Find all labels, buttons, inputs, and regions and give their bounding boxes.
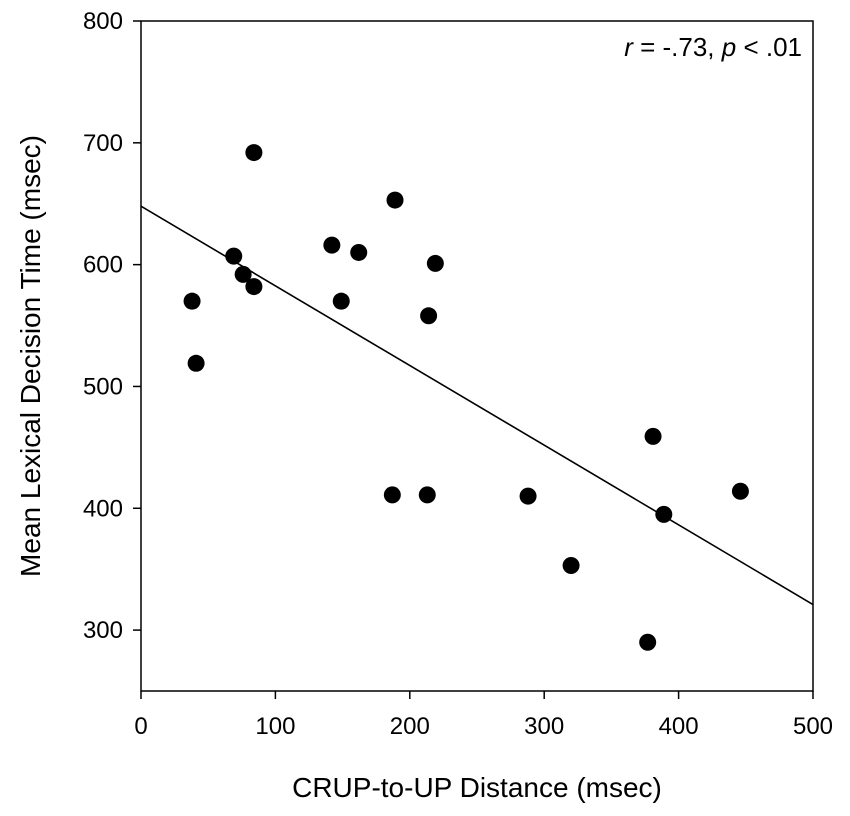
regression-line-group — [140, 205, 814, 606]
data-points — [183, 144, 749, 651]
x-axis-title: CRUP-to-UP Distance (msec) — [292, 772, 662, 803]
data-point — [639, 633, 657, 651]
regression-line — [140, 205, 814, 606]
y-tick-label: 300 — [83, 617, 123, 644]
x-tick-label: 300 — [524, 713, 564, 740]
data-point — [323, 236, 341, 254]
data-point — [731, 482, 749, 500]
data-point — [519, 487, 537, 505]
annotation-p-symbol: p — [721, 32, 736, 62]
y-tick-label: 800 — [83, 8, 123, 35]
x-tick-label: 100 — [255, 713, 295, 740]
y-tick-label: 400 — [83, 495, 123, 522]
data-point — [383, 486, 401, 504]
data-point — [562, 557, 580, 575]
y-tick-label: 600 — [83, 252, 123, 279]
y-tick-label: 500 — [83, 373, 123, 400]
data-point — [225, 247, 243, 265]
x-tick-label: 200 — [390, 713, 430, 740]
x-tick-label: 400 — [659, 713, 699, 740]
data-point — [234, 265, 252, 283]
data-point — [386, 191, 404, 209]
data-point — [644, 427, 662, 445]
annotation-stat: r = -.73, p < .01 — [624, 32, 802, 62]
annotation-r-symbol: r — [624, 32, 634, 62]
data-point — [655, 505, 673, 523]
data-point — [418, 486, 436, 504]
y-axis-title: Mean Lexical Decision Time (msec) — [15, 135, 46, 577]
annotation-p-value: < .01 — [736, 32, 802, 62]
data-point — [332, 292, 350, 310]
y-axis-ticks: 300 400 500 600 700 800 — [83, 8, 141, 644]
y-tick-label: 700 — [83, 130, 123, 157]
annotation-r-value: = -.73, — [633, 32, 722, 62]
data-point — [420, 307, 438, 325]
x-tick-label: 500 — [793, 713, 833, 740]
data-point — [245, 278, 263, 296]
data-point — [183, 292, 201, 310]
x-axis-ticks: 0 100 200 300 400 500 — [134, 691, 833, 740]
data-point — [187, 354, 205, 372]
data-point — [245, 144, 263, 162]
plot-frame — [140, 20, 814, 692]
x-tick-label: 0 — [134, 713, 147, 740]
data-point — [350, 243, 368, 261]
data-point — [426, 254, 444, 272]
